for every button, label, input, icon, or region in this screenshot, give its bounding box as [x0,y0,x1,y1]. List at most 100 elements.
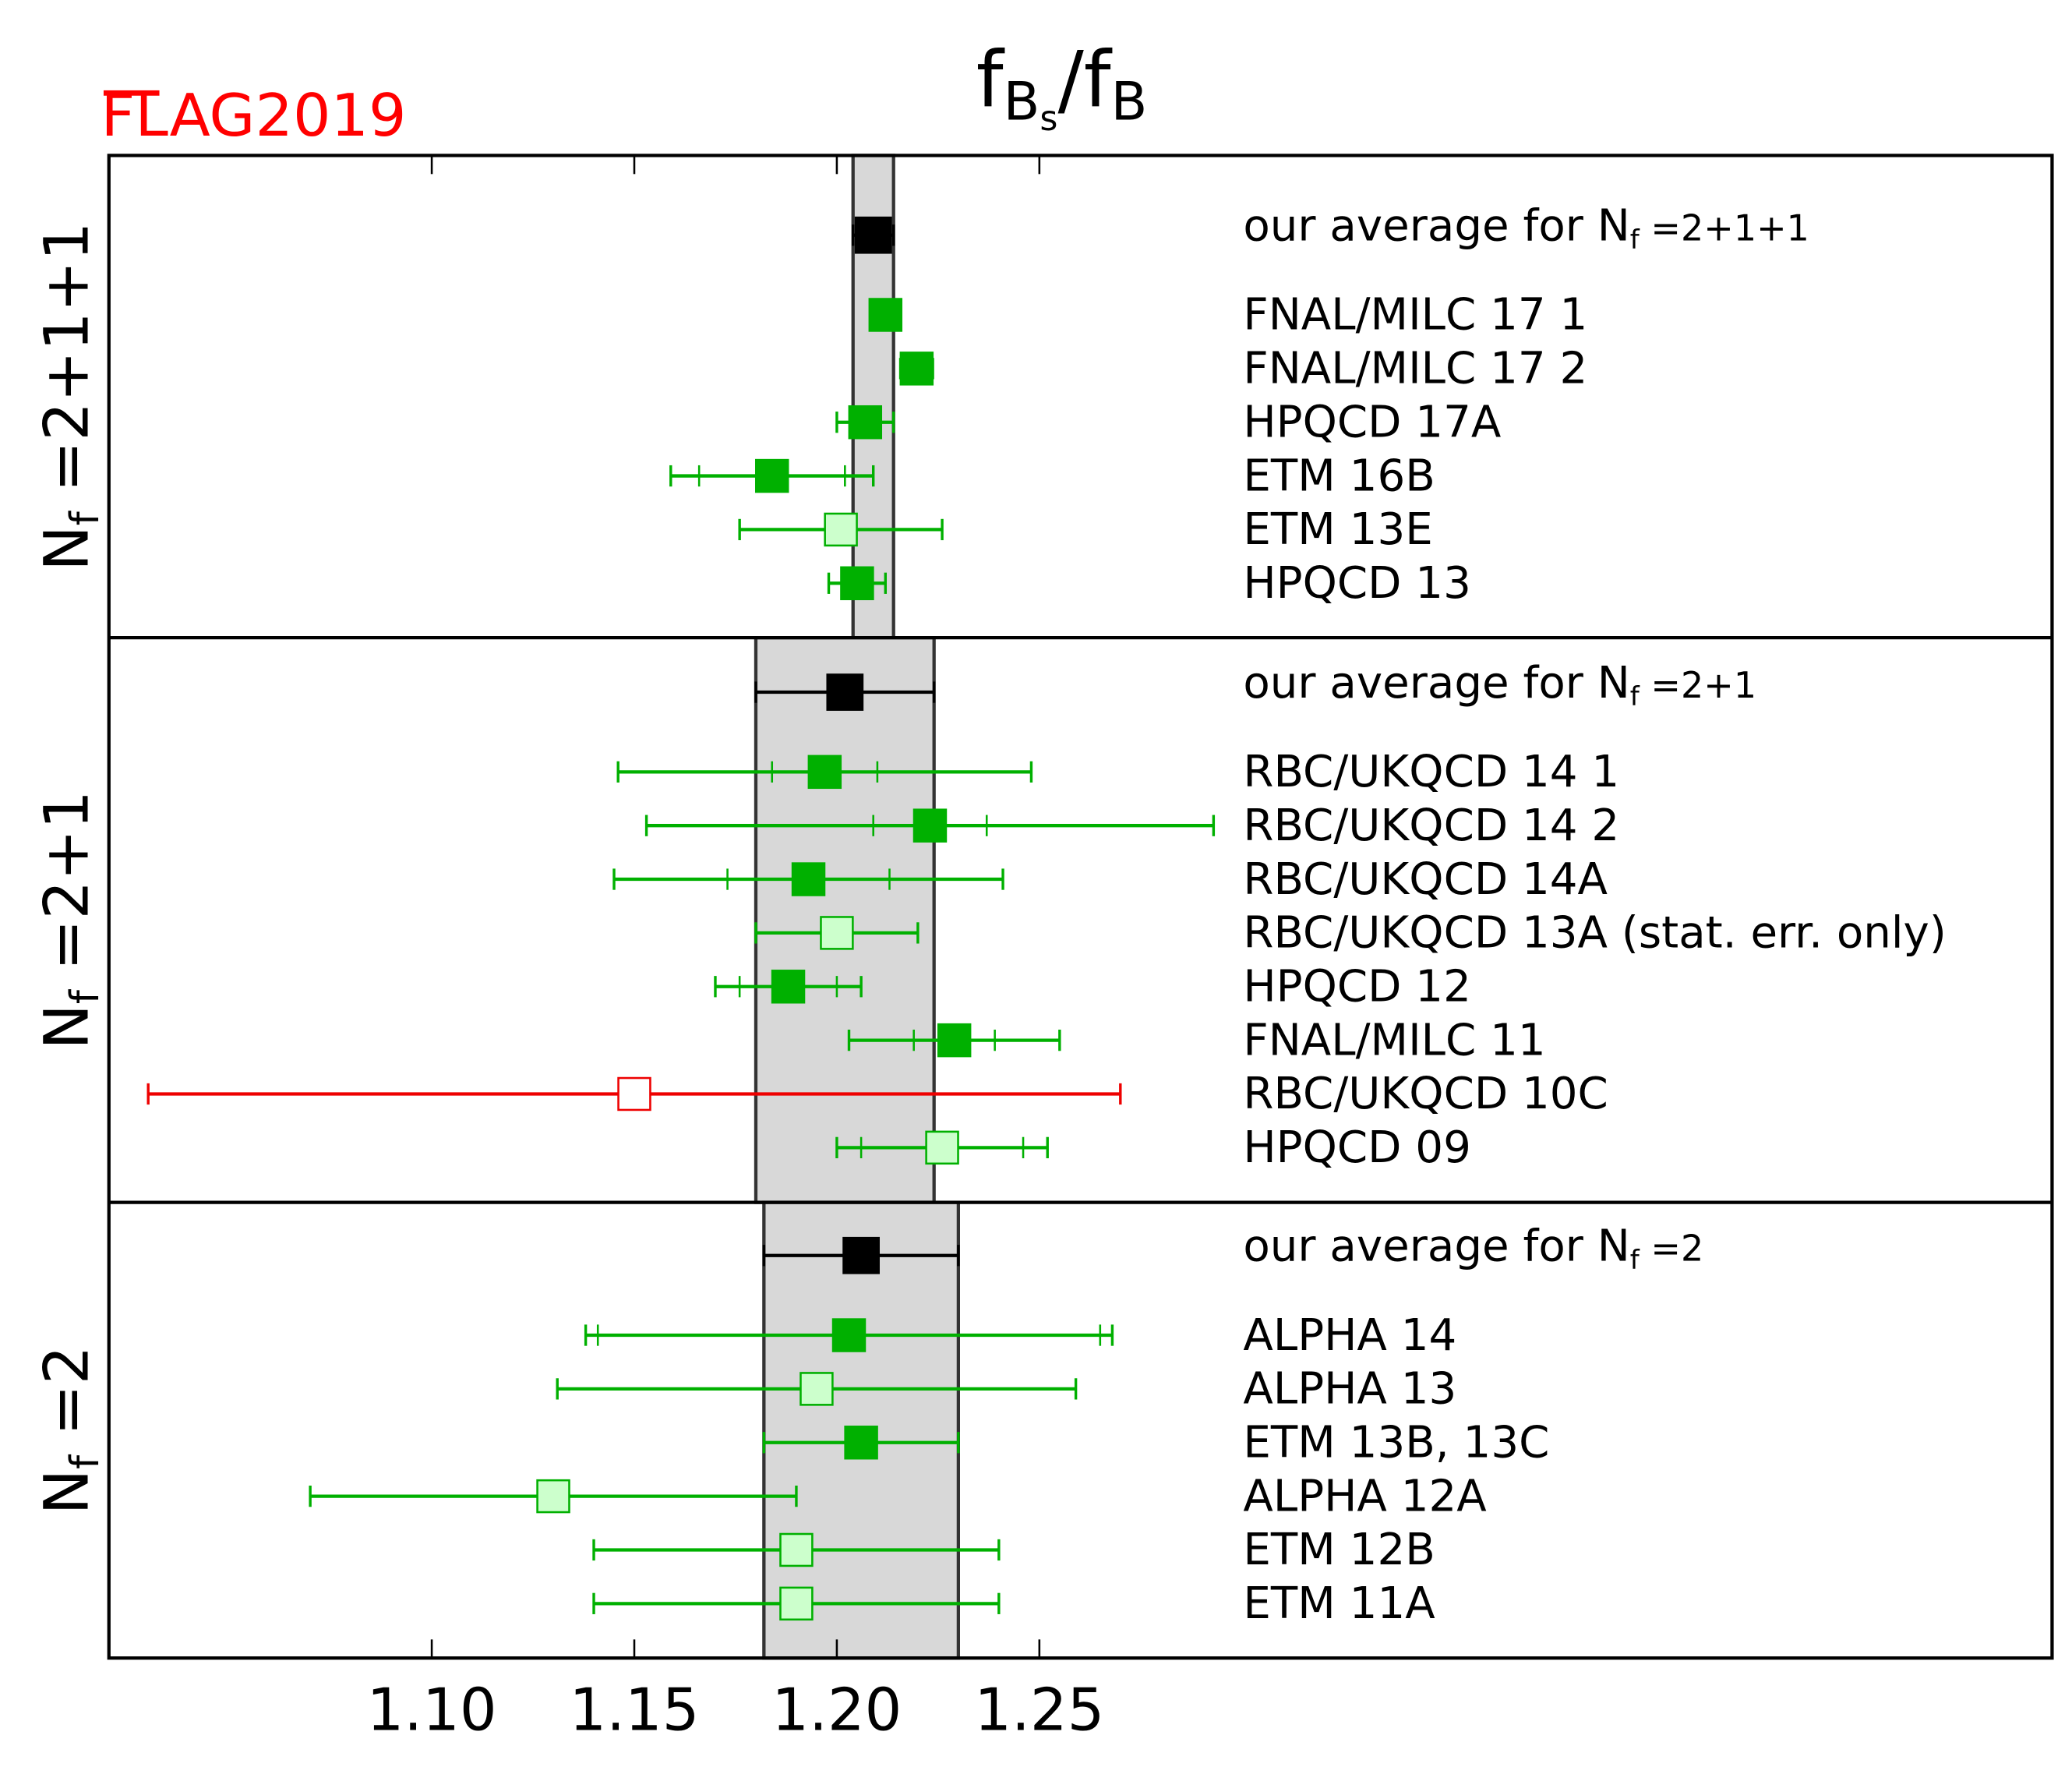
average-point [852,216,895,254]
average-label-part: N [1597,658,1630,709]
result-marker [807,755,842,790]
x-tick-label: 1.10 [367,1675,497,1744]
result-label: HPQCD 13 [1243,558,1470,609]
result-marker [536,1479,570,1514]
average-marker [854,216,892,254]
result-marker [820,916,854,950]
result-label: RBC/UKQCD 14 1 [1243,747,1619,797]
result-point [556,1372,1078,1406]
svg-text:FLAG2019: FLAG2019 [101,81,407,150]
result-marker [899,352,934,386]
result-point [592,1586,1001,1621]
result-point [644,808,1216,843]
result-marker [868,298,903,332]
result-label: FNAL/MILC 17 1 [1243,290,1587,341]
x-tick-label: 1.15 [570,1675,700,1744]
x-tick-label: 1.20 [771,1675,902,1744]
result-marker [925,1130,959,1165]
result-marker [779,1586,814,1621]
result-marker [912,808,948,843]
result-marker [831,1318,867,1352]
result-point [868,298,903,332]
average-label-part: our average for [1243,658,1597,709]
result-label: ETM 13B, 13C [1243,1417,1549,1468]
panel-label: Nf =2+1+1 [31,222,108,571]
result-label: RBC/UKQCD 14A [1243,854,1608,905]
result-label: RBC/UKQCD 14 2 [1243,800,1619,851]
panel-label-part: =2+1 [31,790,102,990]
result-label: FNAL/MILC 17 2 [1243,344,1587,394]
result-marker [755,458,789,493]
panel-label-part: =2+1+1 [31,222,102,512]
result-label: HPQCD 12 [1243,962,1470,1012]
average-label-part: N [1597,1221,1630,1272]
result-point [146,1076,1122,1111]
result-marker [824,512,858,547]
result-point [612,862,1004,896]
average-label-part: =2+1+1 [1640,207,1809,249]
panel-label-part: N [31,1004,102,1050]
average-label: our average for Nf =2 [1243,1221,1703,1276]
average-label-part: f [1630,681,1640,712]
result-marker [800,1372,834,1406]
x-tick-label: 1.25 [974,1675,1104,1744]
result-point [827,566,888,601]
result-point [309,1479,798,1514]
result-marker [844,1426,878,1460]
average-marker [826,673,864,711]
result-label: ALPHA 13 [1243,1364,1456,1415]
panel-label-part: =2 [31,1345,102,1454]
panel-label-part: f [62,989,108,1004]
average-label: our average for Nf =2+1 [1243,658,1756,712]
result-label: RBC/UKQCD 13A (stat. err. only) [1243,908,1946,959]
average-label-part: f [1630,1245,1640,1276]
result-label: ALPHA 14 [1243,1310,1456,1361]
result-point [754,916,920,950]
result-label: ETM 12B [1243,1525,1435,1575]
panel-label-part: N [31,1469,102,1515]
result-label: ETM 11A [1243,1578,1435,1629]
result-label: HPQCD 09 [1243,1122,1470,1173]
average-label-part: =2+1 [1640,664,1756,706]
result-point [762,1426,960,1460]
result-marker [791,862,826,896]
average-point [762,1236,960,1274]
panel-label-part: f [62,1454,108,1469]
panel-label-part: f [62,511,108,525]
result-point [592,1532,1001,1567]
result-label: HPQCD 17A [1243,397,1501,447]
result-point [835,405,895,440]
panel-label: Nf =2+1 [31,790,108,1050]
average-label: our average for Nf =2+1+1 [1243,201,1809,256]
result-marker [840,566,874,601]
result-point [616,755,1033,790]
panel-label: Nf =2 [31,1345,108,1514]
flag-logo: FLAG2019 [101,81,407,150]
chart-title: fBs/fB [976,35,1148,139]
average-marker [842,1236,880,1274]
result-point [835,1130,1049,1165]
average-label-part: N [1597,201,1630,252]
result-label: ETM 13E [1243,504,1432,555]
panel-label-part: N [31,525,102,571]
average-label-part: f [1630,224,1640,256]
average-point [754,673,936,711]
result-marker [848,405,883,440]
result-marker [779,1532,814,1567]
average-label-part: our average for [1243,1221,1597,1272]
result-point [898,352,934,386]
result-marker [937,1023,972,1058]
result-point [669,458,875,493]
result-point [584,1318,1114,1352]
average-label-part: =2 [1640,1228,1703,1270]
plot-frame [107,154,2054,1660]
result-point [847,1023,1061,1058]
average-label-part: our average for [1243,201,1597,252]
result-point [738,512,944,547]
result-label: RBC/UKQCD 10C [1243,1069,1608,1119]
result-point [714,970,863,1004]
result-label: FNAL/MILC 11 [1243,1015,1545,1066]
result-marker [771,970,806,1004]
result-marker [617,1076,651,1111]
